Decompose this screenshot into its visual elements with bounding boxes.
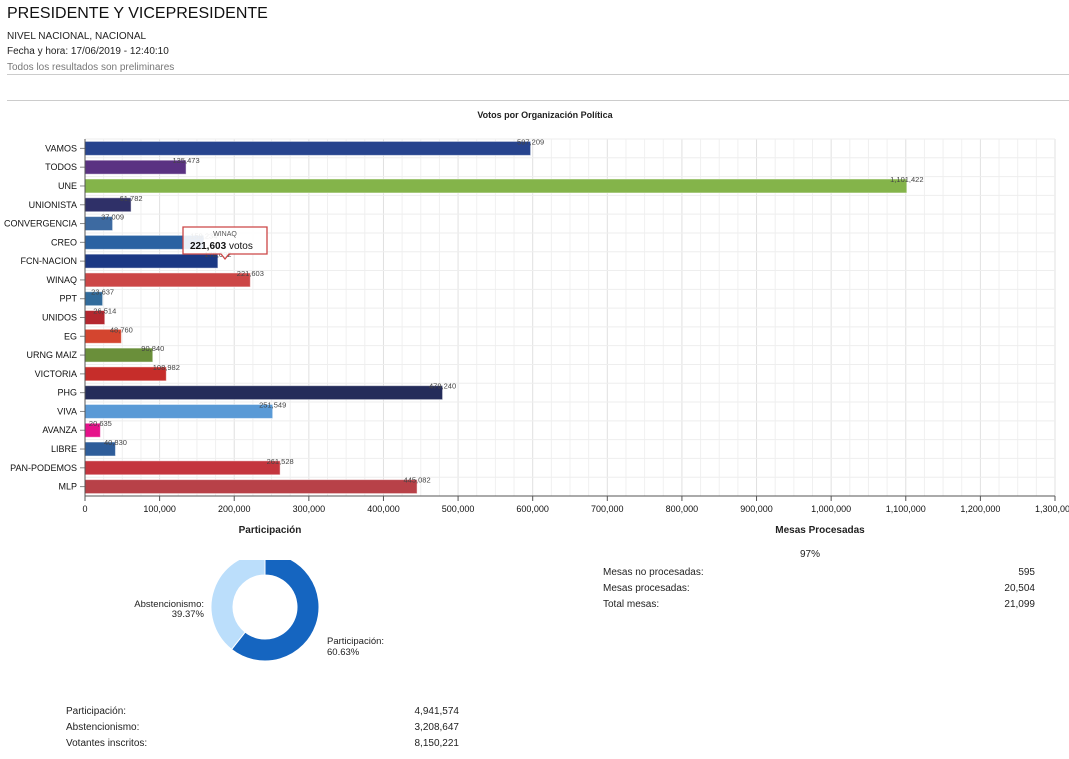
- category-label: CREO: [51, 237, 77, 247]
- bar-value-label: 597,209: [517, 137, 544, 146]
- stat-value: 20,504: [1004, 583, 1035, 594]
- tooltip-value: 221,603 votos: [190, 241, 253, 252]
- bar[interactable]: [84, 403, 274, 419]
- stat-label: Participación:: [66, 706, 127, 717]
- bar-value-label: 20,635: [89, 419, 112, 428]
- preliminary-note: Todos los resultados son preliminares: [7, 62, 175, 73]
- category-label: EG: [64, 331, 77, 341]
- x-tick-label: 1,000,000: [811, 504, 851, 514]
- bar-value-label: 251,549: [259, 400, 286, 409]
- bar[interactable]: [84, 159, 187, 175]
- stat-value: 595: [1018, 567, 1035, 578]
- bar-value-label: 135,473: [173, 156, 200, 165]
- stat-label: Total mesas:: [603, 599, 660, 610]
- votes-bar-chart: Votos por Organización Política 597,209 1…: [4, 110, 1069, 514]
- stat-value: 3,208,647: [414, 722, 460, 733]
- divider: [7, 100, 1069, 101]
- bar[interactable]: [84, 253, 219, 269]
- bar-value-label: 23,637: [91, 288, 114, 297]
- bar[interactable]: [84, 272, 251, 288]
- bar[interactable]: [84, 385, 444, 401]
- category-label: VAMOS: [45, 143, 77, 153]
- bar-value-label: 479,240: [429, 382, 456, 391]
- donut-slice[interactable]: [210, 560, 266, 651]
- stat-label: Mesas procesadas:: [603, 583, 690, 594]
- bar-value-label: 445,082: [404, 476, 431, 485]
- x-tick-label: 800,000: [666, 504, 699, 514]
- category-label: UNE: [58, 181, 77, 191]
- stat-row: Votantes inscritos: 8,150,221: [66, 738, 459, 749]
- x-tick-label: 200,000: [218, 504, 251, 514]
- category-label: MLP: [58, 482, 77, 492]
- bar-value-label: 40,830: [104, 438, 127, 447]
- x-tick-label: 1,300,000: [1035, 504, 1069, 514]
- page-title: PRESIDENTE Y VICEPRESIDENTE: [7, 5, 268, 22]
- stat-row: Mesas procesadas: 20,504: [603, 583, 1035, 594]
- slice-label: Abstencionismo:: [134, 599, 204, 610]
- level-text: NIVEL NACIONAL, NACIONAL: [7, 31, 147, 42]
- x-tick-label: 700,000: [591, 504, 624, 514]
- category-label: VICTORIA: [35, 369, 77, 379]
- bar[interactable]: [84, 479, 418, 495]
- category-label: VIVA: [57, 406, 77, 416]
- x-tick-label: 300,000: [293, 504, 326, 514]
- bar-value-label: 221,603: [237, 269, 264, 278]
- bar-value-label: 1,101,422: [890, 175, 923, 184]
- x-tick-label: 1,100,000: [886, 504, 926, 514]
- stat-row: Mesas no procesadas: 595: [603, 567, 1035, 578]
- stat-row: Abstencionismo: 3,208,647: [66, 722, 459, 733]
- category-label: CONVERGENCIA: [4, 219, 77, 229]
- slice-pct: 60.63%: [327, 647, 360, 658]
- x-tick-label: 0: [82, 504, 87, 514]
- datetime-text: Fecha y hora: 17/06/2019 - 12:40:10: [7, 46, 169, 57]
- category-label: TODOS: [45, 162, 77, 172]
- bar-value-label: 108,982: [153, 363, 180, 372]
- donut-slice[interactable]: [230, 560, 320, 662]
- category-label: PAN-PODEMOS: [10, 463, 77, 473]
- category-label: UNIONISTA: [29, 200, 77, 210]
- category-label: URNG MAIZ: [27, 350, 78, 360]
- bar-value-label: 90,840: [141, 344, 164, 353]
- stat-label: Votantes inscritos:: [66, 738, 148, 749]
- participation-title: Participación: [238, 525, 302, 536]
- tooltip: WINAQ 221,603 votos: [182, 226, 268, 261]
- x-tick-label: 600,000: [516, 504, 549, 514]
- category-label: LIBRE: [51, 444, 77, 454]
- bar[interactable]: [84, 460, 281, 476]
- stat-value: 4,941,574: [414, 706, 460, 717]
- stat-label: Mesas no procesadas:: [603, 567, 704, 578]
- bar[interactable]: [84, 140, 532, 156]
- tooltip-title: WINAQ: [213, 231, 237, 238]
- stat-row: Participación: 4,941,574: [66, 706, 459, 717]
- x-tick-label: 100,000: [143, 504, 176, 514]
- bar-value-label: 48,760: [110, 325, 133, 334]
- divider: [7, 74, 1069, 75]
- category-label: PPT: [59, 294, 77, 304]
- x-tick-label: 1,200,000: [960, 504, 1000, 514]
- mesas-title: Mesas Procesadas: [775, 525, 865, 536]
- chart-title: Votos por Organización Política: [477, 110, 613, 120]
- slice-pct: 39.37%: [172, 609, 205, 620]
- category-label: AVANZA: [42, 425, 77, 435]
- x-tick-label: 900,000: [740, 504, 773, 514]
- category-label: UNIDOS: [42, 313, 77, 323]
- slice-label: Participación:: [327, 636, 384, 647]
- bar-value-label: 61,782: [120, 194, 143, 203]
- stat-value: 21,099: [1004, 599, 1035, 610]
- category-label: FCN-NACION: [21, 256, 78, 266]
- bar-value-label: 37,009: [101, 213, 124, 222]
- x-tick-label: 500,000: [442, 504, 475, 514]
- participation-donut: Participación:60.63% Abstencionismo:39.37…: [134, 560, 384, 662]
- stat-row: Total mesas: 21,099: [603, 599, 1035, 610]
- stat-label: Abstencionismo:: [66, 722, 140, 733]
- category-label: WINAQ: [47, 275, 78, 285]
- bar-value-label: 261,528: [267, 457, 294, 466]
- stat-value: 8,150,221: [414, 738, 460, 749]
- category-label: PHG: [57, 388, 77, 398]
- bar-value-label: 26,514: [93, 307, 116, 316]
- x-tick-label: 400,000: [367, 504, 400, 514]
- mesas-percent: 97%: [799, 549, 820, 560]
- bar[interactable]: [84, 178, 908, 194]
